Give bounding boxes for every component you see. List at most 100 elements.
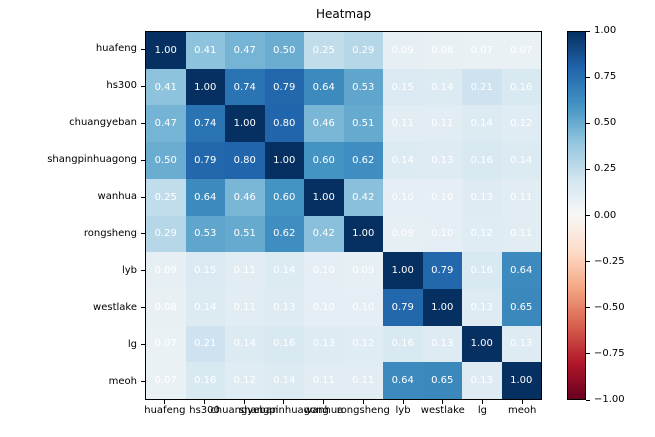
heatmap-cell-lg-shangpinhuagong: 0.16 (264, 325, 304, 363)
heatmap-cell-rongsheng-shangpinhuagong: 0.62 (264, 215, 304, 253)
heatmap-cell-lg-lyb: 0.16 (383, 325, 423, 363)
heatmap-cell-meoh-lg: 0.13 (462, 362, 502, 399)
col-label-westlake: westlake (420, 405, 465, 416)
heatmap-cell-rongsheng-westlake: 0.10 (422, 215, 462, 253)
heatmap-cell-hs300-shangpinhuagong: 0.79 (264, 68, 304, 106)
heatmap-cell-wanhua-rongsheng: 0.42 (343, 178, 383, 216)
heatmap-cell-shangpinhuagong-chuangyeban: 0.80 (225, 142, 265, 179)
heatmap-cell-rongsheng-huafeng: 0.29 (146, 215, 186, 253)
heatmap-cell-hs300-lg: 0.21 (462, 68, 502, 106)
heatmap-cell-shangpinhuagong-wanhua: 0.60 (304, 142, 344, 179)
heatmap-cell-wanhua-meoh: 0.11 (501, 178, 541, 216)
heatmap-cell-huafeng-huafeng: 1.00 (146, 32, 186, 69)
heatmap-cell-lg-lg: 1.00 (462, 325, 502, 363)
heatmap-cell-chuangyeban-westlake: 0.11 (422, 105, 462, 143)
heatmap-cell-huafeng-shangpinhuagong: 0.50 (264, 32, 304, 69)
heatmap-cell-lyb-huafeng: 0.09 (146, 252, 186, 289)
col-label-huafeng: huafeng (144, 405, 186, 416)
heatmap-cell-shangpinhuagong-westlake: 0.13 (422, 142, 462, 179)
heatmap-cell-shangpinhuagong-meoh: 0.14 (501, 142, 541, 179)
col-label-wanhua: wanhua (303, 405, 344, 416)
row-label-huafeng: huafeng (95, 43, 137, 55)
colorbar-tick-label: 1.00 (594, 25, 617, 36)
row-label-chuangyeban: chuangyeban (69, 117, 137, 129)
heatmap-cell-lyb-rongsheng: 0.09 (343, 252, 383, 289)
heatmap-cell-rongsheng-lg: 0.12 (462, 215, 502, 253)
heatmap-cell-meoh-hs300: 0.16 (185, 362, 225, 399)
row-label-shangpinhuagong: shangpinhuagong (47, 154, 137, 166)
colorbar-tick-label: 0.00 (594, 209, 617, 221)
heatmap-cell-lg-meoh: 0.13 (501, 325, 541, 363)
colorbar-tick-mark (586, 307, 590, 309)
heatmap-cell-lyb-chuangyeban: 0.11 (225, 252, 265, 289)
colorbar (567, 31, 586, 400)
heatmap-cell-lg-hs300: 0.21 (185, 325, 225, 363)
heatmap-cell-chuangyeban-wanhua: 0.46 (304, 105, 344, 143)
heatmap-cell-rongsheng-lyb: 0.09 (383, 215, 423, 253)
heatmap-cell-chuangyeban-hs300: 0.74 (185, 105, 225, 143)
heatmap-cell-lyb-lyb: 1.00 (383, 252, 423, 289)
heatmap-cell-lyb-lg: 0.16 (462, 252, 502, 289)
colorbar-tick-mark (586, 399, 590, 401)
heatmap-cell-chuangyeban-lg: 0.14 (462, 105, 502, 143)
heatmap-cell-shangpinhuagong-huafeng: 0.50 (146, 142, 186, 179)
heatmap-cell-westlake-lg: 0.13 (462, 288, 502, 326)
heatmap-cell-wanhua-huafeng: 0.25 (146, 178, 186, 216)
heatmap-cell-westlake-rongsheng: 0.10 (343, 288, 383, 326)
heatmap-cell-lg-chuangyeban: 0.14 (225, 325, 265, 363)
x-tick-mark (164, 400, 166, 404)
heatmap-cell-lg-wanhua: 0.13 (304, 325, 344, 363)
x-tick-mark (323, 400, 325, 404)
heatmap-cell-rongsheng-hs300: 0.53 (185, 215, 225, 253)
heatmap-cell-lg-rongsheng: 0.12 (343, 325, 383, 363)
heatmap-cell-huafeng-meoh: 0.07 (501, 32, 541, 69)
row-label-lyb: lyb (121, 264, 137, 276)
x-tick-mark (204, 400, 206, 404)
x-tick-mark (283, 400, 285, 404)
colorbar-tick-mark (586, 353, 590, 355)
colorbar-tick-mark (586, 30, 590, 32)
heatmap-cell-huafeng-wanhua: 0.25 (304, 32, 344, 69)
heatmap-cell-huafeng-hs300: 0.41 (185, 32, 225, 69)
heatmap-cell-westlake-meoh: 0.65 (501, 288, 541, 326)
heatmap-cell-meoh-lyb: 0.64 (383, 362, 423, 399)
x-tick-mark (243, 400, 245, 404)
heatmap-cell-rongsheng-rongsheng: 1.00 (343, 215, 383, 253)
heatmap-cell-huafeng-chuangyeban: 0.47 (225, 32, 265, 69)
row-label-wanhua: wanhua (97, 191, 137, 203)
col-label-chuangyeban: chuangyeban (210, 405, 279, 416)
y-tick-mark (141, 344, 145, 346)
heatmap-cell-westlake-lyb: 0.79 (383, 288, 423, 326)
x-tick-mark (402, 400, 404, 404)
colorbar-tick-label: −1.00 (594, 394, 625, 405)
colorbar-tick-mark (586, 168, 590, 170)
y-tick-mark (141, 85, 145, 87)
heatmap-cell-shangpinhuagong-rongsheng: 0.62 (343, 142, 383, 179)
heatmap-cell-hs300-meoh: 0.16 (501, 68, 541, 106)
heatmap-cell-shangpinhuagong-lg: 0.16 (462, 142, 502, 179)
heatmap-grid: 1.00 0.41 0.47 0.50 0.25 0.29 0.09 0.08 0.07 0.07… (145, 31, 542, 400)
heatmap-cell-wanhua-wanhua: 1.00 (304, 178, 344, 216)
heatmap-cell-westlake-shangpinhuagong: 0.13 (264, 288, 304, 326)
chart-title: Heatmap (315, 7, 372, 21)
heatmap-cell-hs300-rongsheng: 0.53 (343, 68, 383, 106)
heatmap-cell-huafeng-lg: 0.07 (462, 32, 502, 69)
colorbar-tick-mark (586, 215, 590, 216)
x-tick-mark (442, 400, 444, 404)
heatmap-cell-huafeng-rongsheng: 0.29 (343, 32, 383, 69)
heatmap-cell-wanhua-shangpinhuagong: 0.60 (264, 178, 304, 216)
y-tick-mark (141, 307, 145, 309)
row-label-lg: lg (127, 338, 137, 350)
col-label-lyb: lyb (395, 405, 411, 416)
heatmap-cell-westlake-chuangyeban: 0.11 (225, 288, 265, 326)
colorbar-tick-label: −0.25 (594, 255, 625, 267)
heatmap-cell-meoh-westlake: 0.65 (422, 362, 462, 399)
heatmap-cell-shangpinhuagong-lyb: 0.14 (383, 142, 423, 179)
x-tick-mark (481, 400, 483, 404)
y-tick-mark (141, 381, 145, 383)
y-tick-mark (141, 122, 145, 124)
heatmap-cell-westlake-wanhua: 0.10 (304, 288, 344, 326)
heatmap-cell-meoh-huafeng: 0.07 (146, 362, 186, 399)
heatmap-cell-lg-westlake: 0.13 (422, 325, 462, 363)
